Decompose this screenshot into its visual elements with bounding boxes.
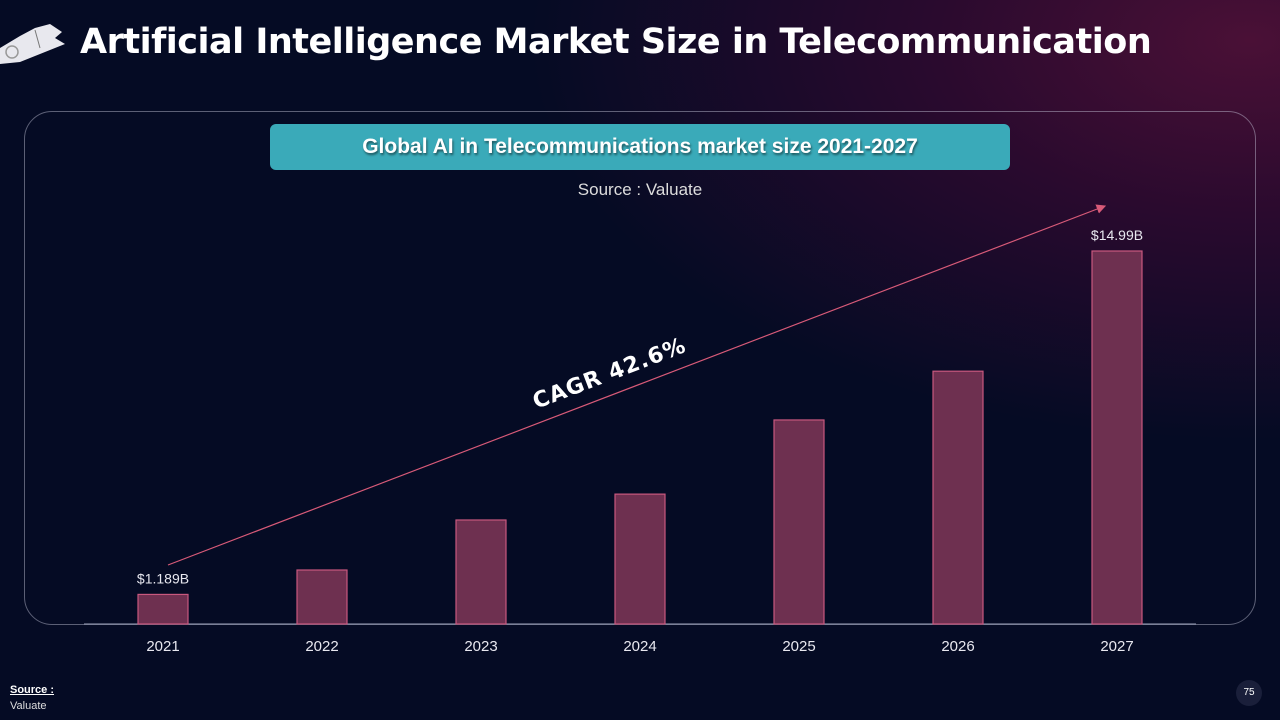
bar-2021 <box>137 593 189 625</box>
bar-2022 <box>296 569 348 625</box>
footer-source-value: Valuate <box>10 700 47 712</box>
page-number: 75 <box>1236 680 1262 706</box>
page-title: Artificial Intelligence Market Size in T… <box>80 22 1152 62</box>
robot-hand-logo <box>0 24 65 64</box>
bar-2027 <box>1091 250 1143 625</box>
x-tick-label: 2023 <box>464 638 497 655</box>
x-tick-label: 2027 <box>1100 638 1133 655</box>
footer-source-label: Source : <box>10 684 55 696</box>
bar-2025 <box>773 419 825 625</box>
x-tick-label: 2021 <box>146 638 179 655</box>
chart-subtitle: Source : Valuate <box>577 180 703 199</box>
data-label: $14.99B <box>1091 227 1143 243</box>
x-tick-label: 2024 <box>623 638 656 655</box>
x-tick-label: 2026 <box>941 638 974 655</box>
bar-2024 <box>614 493 666 625</box>
x-tick-label: 2025 <box>782 638 815 655</box>
x-tick-label: 2022 <box>305 638 338 655</box>
data-label: $1.189B <box>137 570 189 586</box>
bar-2023 <box>455 519 507 625</box>
cagr-arrow <box>167 204 1107 566</box>
bar-2026 <box>932 370 984 625</box>
chart-title: Global AI in Telecommunications market s… <box>270 124 1010 170</box>
